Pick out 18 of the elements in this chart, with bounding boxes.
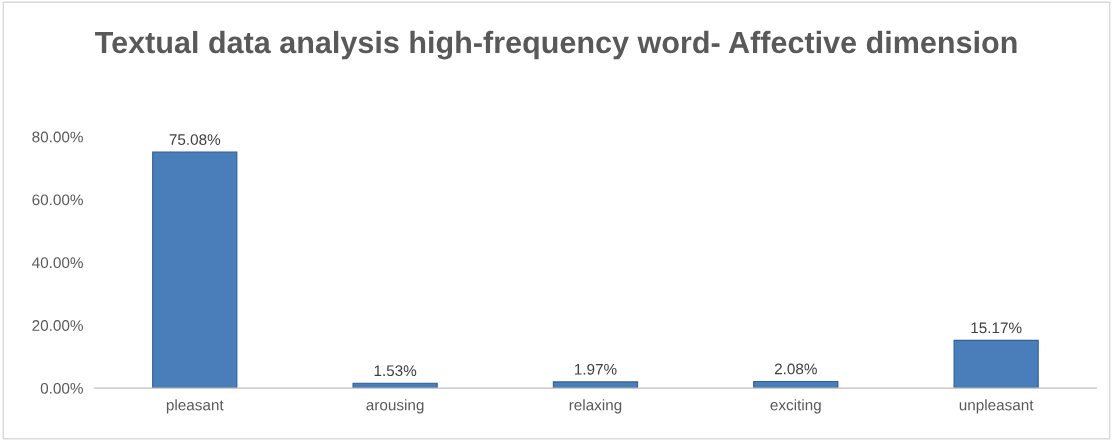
bar bbox=[953, 339, 1039, 389]
y-tick-label: 40.00% bbox=[32, 257, 83, 269]
x-tick-label: relaxing bbox=[569, 399, 622, 414]
data-label: 1.53% bbox=[374, 365, 417, 377]
x-tick-label: unpleasant bbox=[959, 399, 1034, 414]
data-label: 1.97% bbox=[574, 363, 617, 375]
x-tick-label: exciting bbox=[770, 399, 821, 414]
x-tick-label: pleasant bbox=[166, 399, 224, 414]
data-label: 2.08% bbox=[774, 363, 817, 375]
y-tick-label: 60.00% bbox=[32, 194, 83, 206]
chart-title: Textual data analysis high-frequency word- Affective dimension bbox=[95, 30, 1017, 60]
data-label: 75.08% bbox=[169, 134, 221, 145]
y-tick-label: 80.00% bbox=[32, 131, 83, 143]
bar bbox=[152, 151, 238, 389]
x-tick-label: arousing bbox=[366, 399, 424, 414]
y-tick-label: 0.00% bbox=[40, 382, 83, 394]
data-label: 15.17% bbox=[971, 322, 1022, 334]
y-tick-label: 20.00% bbox=[32, 320, 83, 331]
